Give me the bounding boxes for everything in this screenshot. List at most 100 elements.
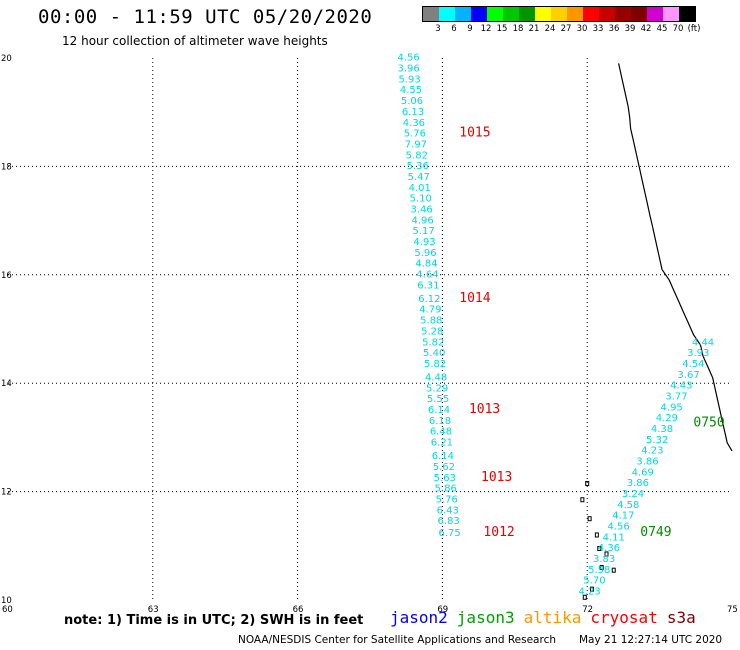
pass-time-label: 1014 — [459, 291, 490, 306]
island — [604, 551, 609, 557]
legend-label: 24 — [544, 24, 556, 34]
swh-value: 5.82 — [422, 337, 444, 348]
legend-label: 15 — [496, 24, 508, 34]
y-tick-label: 12 — [1, 488, 12, 498]
swh-value: 3.77 — [665, 391, 687, 402]
legend-swatch — [503, 7, 519, 21]
swh-value: 5.88 — [420, 316, 442, 327]
island — [597, 546, 602, 552]
pass-time-label: 1012 — [483, 525, 514, 540]
swh-value: 3.86 — [627, 478, 649, 489]
swh-value: 4.36 — [403, 118, 425, 129]
swh-value: 4.23 — [578, 587, 600, 598]
swh-value: 4.54 — [682, 359, 704, 370]
swh-value: 5.86 — [435, 484, 457, 495]
swh-value: 6.21 — [431, 438, 453, 449]
legend-label: 6 — [451, 24, 457, 34]
swh-value: 5.32 — [646, 435, 668, 446]
legend-labels: 3 6 9 12 15 18 21 24 27 30 33 36 39 42 45 70 (ft) — [422, 22, 700, 36]
y-tick-label: 14 — [1, 379, 12, 389]
pass-time-label: 0750 — [693, 416, 724, 431]
legend-swatch — [679, 7, 695, 21]
map-title: 00:00 - 11:59 UTC 05/20/2020 — [38, 6, 373, 28]
legend-swatch — [487, 7, 503, 21]
swh-value: 4.01 — [409, 183, 431, 194]
legend-label: 21 — [528, 24, 540, 34]
legend-swatch — [551, 7, 567, 21]
swh-value: 4.38 — [651, 424, 673, 435]
coastline — [618, 63, 733, 452]
x-tick-label: 69 — [437, 605, 448, 615]
swh-value: 4.55 — [400, 85, 422, 96]
legend-label: 42 — [640, 24, 652, 34]
y-tick-label: 10 — [1, 596, 12, 606]
legend-label: 36 — [608, 24, 620, 34]
legend-label: (ft) — [687, 24, 701, 34]
legend-label: 18 — [512, 24, 524, 34]
swh-value: 4.69 — [632, 467, 654, 478]
swh-value: 6.12 — [418, 294, 440, 305]
swh-value: 5.63 — [434, 473, 456, 484]
legend-swatch — [535, 7, 551, 21]
swh-value: 3.96 — [397, 64, 419, 75]
swh-value: 5.82 — [424, 359, 446, 370]
swh-value: 5.70 — [583, 576, 605, 587]
legend-swatch — [439, 7, 455, 21]
swh-value: 3.24 — [622, 489, 644, 500]
swh-value: 5.28 — [421, 326, 443, 337]
satellite-cryosat: cryosat — [590, 608, 658, 627]
swh-value: 5.55 — [427, 394, 449, 405]
swh-value: 7.97 — [405, 139, 427, 150]
swh-value: 4.29 — [656, 413, 678, 424]
legend-swatch — [455, 7, 471, 21]
swh-value: 4.93 — [413, 237, 435, 248]
legend-label: 39 — [624, 24, 636, 34]
swh-value: 5.47 — [408, 172, 430, 183]
swh-value: 4.36 — [598, 543, 620, 554]
swh-value: 4.48 — [425, 372, 447, 383]
swh-value: 4.84 — [415, 259, 437, 270]
swh-value: 4.44 — [692, 337, 714, 348]
legend-swatch — [519, 7, 535, 21]
swh-value: 6.75 — [439, 528, 461, 539]
swh-value: 5.40 — [423, 348, 445, 359]
legend-swatch — [583, 7, 599, 21]
satellite-legend: jason2 jason3 altika cryosat s3a — [390, 608, 705, 627]
swh-value: 6.14 — [432, 451, 454, 462]
legend-swatch — [663, 7, 679, 21]
swh-value: 5.76 — [404, 129, 426, 140]
swh-value: 5.58 — [588, 565, 610, 576]
pass-time-label: 1013 — [481, 470, 512, 485]
swh-value: 5.96 — [414, 248, 436, 259]
swh-value: 6.83 — [438, 516, 460, 527]
swh-value: 4.17 — [612, 511, 634, 522]
legend-swatch — [567, 7, 583, 21]
y-tick-label: 18 — [1, 162, 12, 172]
island — [587, 516, 592, 522]
swh-value: 5.10 — [410, 194, 432, 205]
swh-value: 6.48 — [430, 427, 452, 438]
map-subtitle: 12 hour collection of altimeter wave hei… — [62, 34, 328, 48]
color-legend: 3 6 9 12 15 18 21 24 27 30 33 36 39 42 45 70 (ft) — [422, 6, 700, 36]
swh-value: 6.14 — [428, 405, 450, 416]
generated-timestamp: May 21 12:27:14 UTC 2020 — [579, 634, 723, 646]
note-text: note: 1) Time is in UTC; 2) SWH is in fe… — [64, 613, 364, 628]
swh-value: 5.93 — [398, 74, 420, 85]
legend-label: 70 — [672, 24, 684, 34]
island — [585, 480, 590, 486]
island — [582, 594, 587, 600]
swh-value: 5.06 — [401, 96, 423, 107]
x-tick-label: 63 — [148, 605, 159, 615]
swh-value: 5.29 — [426, 383, 448, 394]
x-tick-label: 60 — [2, 605, 13, 615]
swh-value: 5.76 — [436, 494, 458, 505]
legend-label: 12 — [480, 24, 492, 34]
swh-value: 4.56 — [397, 53, 419, 64]
swh-value: 6.18 — [429, 416, 451, 427]
swh-value: 4.56 — [607, 522, 629, 533]
island — [580, 497, 585, 503]
satellite-jason2: jason2 — [390, 608, 448, 627]
swh-value: 3.67 — [677, 370, 699, 381]
island — [599, 564, 604, 570]
